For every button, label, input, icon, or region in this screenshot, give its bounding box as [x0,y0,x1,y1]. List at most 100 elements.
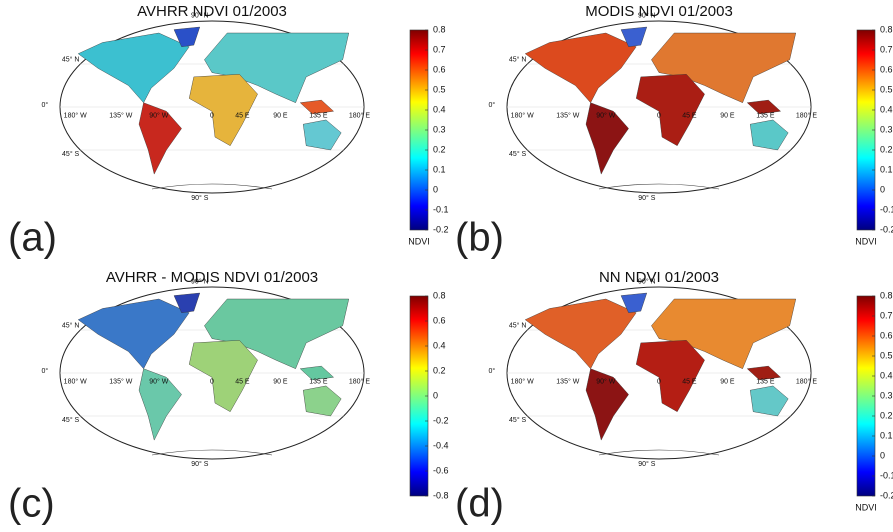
colorbar-tick-label: 0.4 [433,340,446,350]
continent [524,298,637,370]
colorbar-tick-label: 0.2 [433,144,446,154]
map-label: 135 E [309,378,328,385]
continent [173,26,201,48]
colorbar-tick-label: 0 [433,184,438,194]
map-label: 90° N [638,278,656,286]
map-label: 135° W [556,377,579,385]
map-label: 180° W [64,377,87,385]
colorbar-tick-label: -0.1 [880,470,893,480]
map-label: 45 E [682,112,697,119]
map-label: 180° E [349,377,370,385]
continent [635,74,705,146]
map-label: 45 E [682,378,697,385]
colorbar-tick-label: 0.8 [433,290,446,300]
map-label: 45° S [62,416,80,424]
continent [635,340,705,412]
colorbar-tick-label: -0.2 [880,224,893,234]
map-label: 45° S [509,150,527,158]
map-label: 180° W [511,111,534,119]
colorbar-tick-label: 0.8 [880,24,893,34]
panel-title: MODIS NDVI 01/2003 [585,3,733,20]
colorbar-tick-label: -0.2 [433,415,449,425]
continent [138,368,182,441]
map-label: 180° E [796,111,817,119]
continent [299,365,335,381]
colorbar-tick-label: 0.4 [433,104,446,114]
colorbar-tick-label: -0.4 [433,440,449,450]
colorbar-tick-label: 0.5 [880,84,893,94]
map-label: 45° N [509,322,527,330]
map-label: 90° S [638,460,656,468]
map-label: 90 E [273,378,288,385]
map-label: 45° N [509,56,527,64]
colorbar-tick-label: 0.1 [880,164,893,174]
colorbar-tick-label: 0.8 [433,24,446,34]
colorbar-label: NDVI [855,236,877,246]
continent [173,292,201,314]
colorbar-tick-label: 0.6 [433,64,446,74]
colorbar-tick-label: 0.6 [433,315,446,325]
map-label: 90° W [149,377,169,385]
map-label: 135° W [556,111,579,119]
colorbar-tick-label: 0.6 [880,64,893,74]
map-label: 0 [657,112,661,119]
continent [299,99,335,115]
colorbar-tick-label: 0.2 [880,410,893,420]
map-label: 90° N [191,12,209,20]
colorbar-tick-label: -0.8 [433,490,449,500]
continent [188,340,258,412]
map-label: 135 E [756,378,775,385]
map-label: 0° [488,367,495,375]
continent [188,74,258,146]
antarctica [598,449,720,456]
panel-label: (d) [455,482,504,526]
map-label: 45° S [62,150,80,158]
colorbar-tick-label: 0.7 [433,44,446,54]
map-label: 45° N [62,56,80,64]
colorbar-label: NDVI [855,502,877,512]
colorbar-tick-label: -0.2 [880,490,893,500]
map-label: 180° E [796,377,817,385]
map-label: 45 E [235,378,250,385]
colorbar-tick-label: 0.3 [433,124,446,134]
map-label: 0 [657,378,661,385]
map-label: 90° S [638,194,656,202]
colorbar-tick-label: 0.1 [880,430,893,440]
colorbar-tick-label: 0.1 [433,164,446,174]
panel-title: AVHRR - MODIS NDVI 01/2003 [106,269,318,286]
map-label: 135 E [756,112,775,119]
map-label: 135 E [309,112,328,119]
panel-title: AVHRR NDVI 01/2003 [137,3,287,20]
colorbar-tick-label: 0 [880,184,885,194]
colorbar-tick-label: 0.2 [880,144,893,154]
map-label: 45° S [509,416,527,424]
continent [138,102,182,175]
panel-label: (b) [455,216,504,260]
map-label: 180° W [511,377,534,385]
colorbar-tick-label: 0.4 [880,104,893,114]
colorbar-tick-label: 0 [880,450,885,460]
colorbar-tick-label: 0.8 [880,290,893,300]
map-label: 90 E [273,112,288,119]
continent [620,26,648,48]
map-label: 45° N [62,322,80,330]
map-label: 180° E [349,111,370,119]
colorbar-tick-label: 0.5 [433,84,446,94]
colorbar-tick-label: 0.6 [880,330,893,340]
map-label: 135° W [109,111,132,119]
map-label: 90° W [596,111,616,119]
map-label: 90 E [720,378,735,385]
continent [749,119,789,151]
map-label: 0° [41,101,48,109]
colorbar-tick-label: -0.1 [880,204,893,214]
map-label: 0 [210,112,214,119]
colorbar-tick-label: 0.3 [880,124,893,134]
colorbar-tick-label: -0.1 [433,204,449,214]
colorbar-label: NDVI [408,236,430,246]
colorbar-tick-label: 0 [433,390,438,400]
colorbar-tick-label: 0.4 [880,370,893,380]
